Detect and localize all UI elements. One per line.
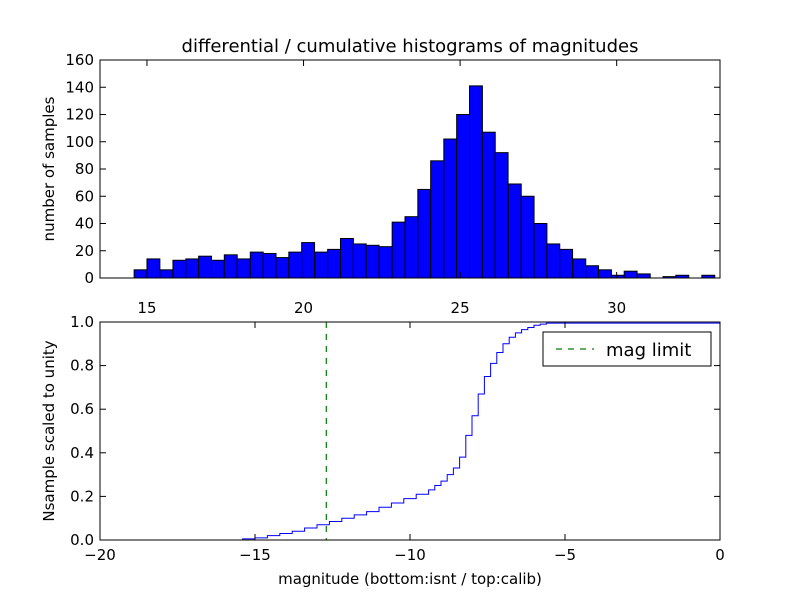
histogram-bar [249, 251, 264, 279]
histogram-bar [378, 246, 393, 279]
histogram-bar [159, 269, 174, 279]
histogram-bar [236, 258, 251, 279]
histogram-bar [520, 195, 535, 279]
x-tick-label: 15 [137, 299, 156, 317]
histogram-bar [546, 243, 561, 279]
histogram-bar [133, 269, 148, 279]
histogram-bar [172, 259, 187, 279]
x-tick-label: 30 [607, 299, 626, 317]
y-tick-label: 1.0 [70, 313, 94, 331]
y-tick-label: 0.8 [70, 357, 94, 375]
histogram-bar [327, 248, 342, 279]
top-histogram-panel: 15 20 25 30 0 20 40 60 80 100 120 140 160 different… [40, 36, 721, 317]
x-tick-label: −5 [554, 546, 576, 564]
histogram-bars [133, 85, 716, 279]
histogram-bar [404, 216, 419, 279]
y-tick-label: 100 [65, 133, 94, 151]
y-tick-label: 0.0 [70, 531, 94, 549]
y-tick-label: 0 [84, 269, 94, 287]
histogram-bar [262, 252, 277, 279]
histogram-bar [146, 258, 161, 279]
bottom-x-axis-label: magnitude (bottom:isnt / top:calib) [278, 570, 542, 588]
histogram-bar [443, 138, 458, 279]
histogram-bar [288, 251, 303, 279]
histogram-bar [572, 258, 587, 279]
histogram-bar [598, 269, 612, 279]
histogram-bar [223, 254, 238, 279]
histogram-bar [585, 265, 600, 279]
bottom-x-ticks: −20 −15 −10 −5 0 [84, 322, 725, 564]
histogram-bar [636, 273, 651, 279]
histogram-bar [481, 131, 496, 279]
x-tick-label: −10 [394, 546, 426, 564]
y-tick-label: 120 [65, 106, 94, 124]
histogram-bar [365, 244, 380, 279]
histogram-bar [430, 160, 445, 279]
histogram-bar [198, 255, 213, 279]
y-tick-label: 40 [75, 215, 94, 233]
histogram-bar [533, 223, 548, 279]
histogram-bar [391, 221, 406, 279]
y-tick-label: 0.2 [70, 487, 94, 505]
histogram-bar [314, 251, 329, 279]
x-tick-label: 25 [451, 299, 470, 317]
y-tick-label: 60 [75, 187, 94, 205]
y-tick-label: 140 [65, 78, 94, 96]
top-y-axis-label: number of samples [40, 96, 58, 241]
y-tick-label: 0.6 [70, 400, 94, 418]
histogram-bar [507, 183, 522, 279]
cumulative-series-line [100, 322, 721, 541]
histogram-bar [456, 114, 471, 279]
y-tick-label: 20 [75, 242, 94, 260]
top-x-ticks: 15 20 25 30 [137, 60, 626, 317]
x-tick-label: −15 [239, 546, 271, 564]
y-tick-label: 80 [75, 160, 94, 178]
histogram-bar [210, 259, 225, 279]
y-tick-label: 160 [65, 51, 94, 69]
legend-label: mag limit [606, 340, 691, 361]
y-tick-label: 0.4 [70, 444, 94, 462]
histogram-bar [623, 270, 638, 279]
top-y-ticks: 0 20 40 60 80 100 120 140 160 [65, 51, 720, 287]
histogram-bar [339, 237, 354, 279]
x-tick-label: 20 [294, 299, 313, 317]
legend: mag limit [542, 331, 712, 367]
histogram-bar [494, 152, 509, 279]
histogram-bar [185, 258, 200, 279]
histogram-bar [468, 85, 483, 279]
bottom-y-axis-label: Nsample scaled to unity [40, 340, 58, 521]
bottom-cumulative-panel: −20 −15 −10 −5 0 0.0 0.2 0.4 0.6 0.8 1.0 magnitud… [40, 313, 725, 588]
x-tick-label: −20 [84, 546, 116, 564]
x-tick-label: 0 [715, 546, 725, 564]
histogram-bar [352, 243, 367, 279]
histogram-bar [417, 188, 432, 279]
bottom-y-ticks: 0.0 0.2 0.4 0.6 0.8 1.0 [70, 313, 720, 549]
histogram-bar [559, 248, 574, 279]
histogram-bar [275, 257, 290, 279]
chart-title: differential / cumulative histograms of … [182, 36, 639, 57]
